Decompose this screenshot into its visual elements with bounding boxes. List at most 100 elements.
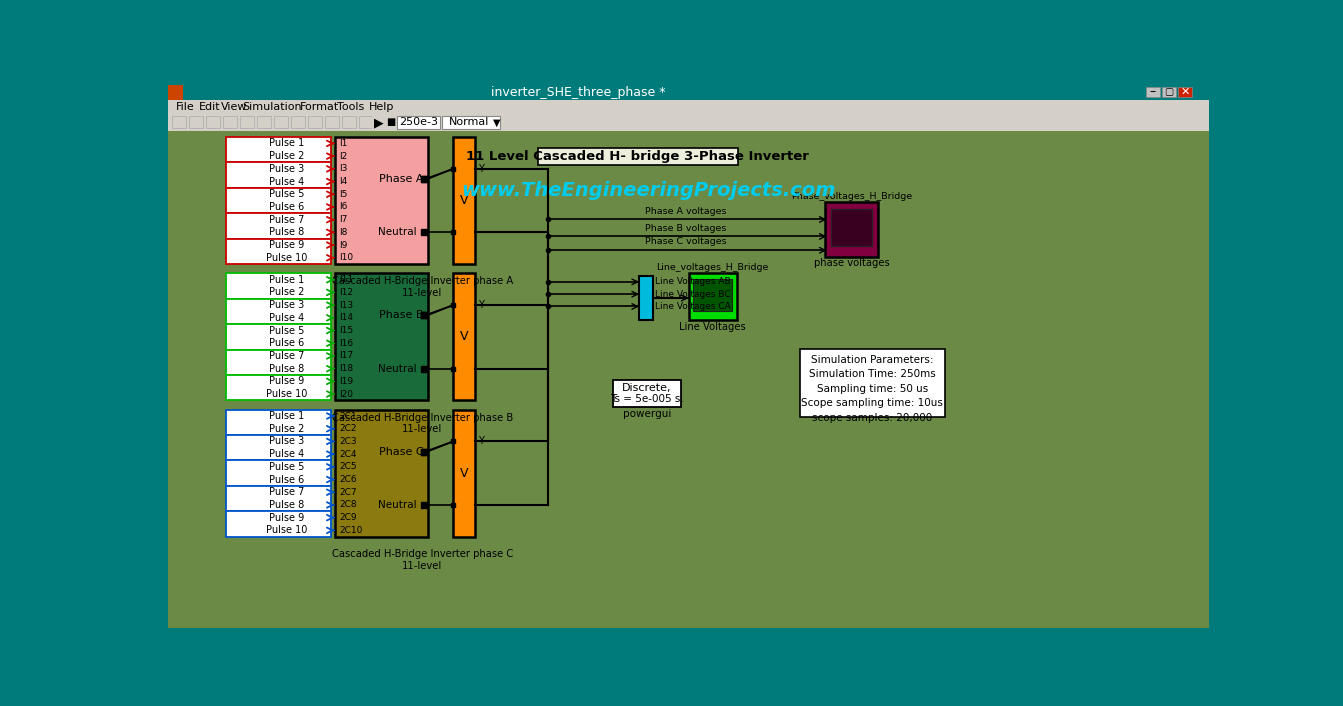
Bar — [334, 273, 427, 400]
Text: Pulse 10: Pulse 10 — [266, 525, 308, 535]
Text: Pulse 8: Pulse 8 — [269, 227, 305, 237]
Text: I8: I8 — [340, 228, 348, 237]
Bar — [168, 100, 1209, 114]
Text: I15: I15 — [340, 326, 353, 335]
Bar — [334, 137, 427, 264]
Bar — [189, 116, 203, 128]
Bar — [639, 275, 653, 321]
Text: Pulse 9: Pulse 9 — [269, 240, 305, 250]
Text: View: View — [220, 102, 247, 112]
Text: I9: I9 — [340, 241, 348, 250]
Text: Pulse 1: Pulse 1 — [269, 411, 305, 421]
Bar — [226, 486, 330, 511]
Bar — [205, 116, 220, 128]
Text: Pulse 5: Pulse 5 — [269, 189, 305, 199]
Bar — [226, 349, 330, 375]
Text: Pulse 2: Pulse 2 — [269, 151, 305, 161]
Text: Simulation: Simulation — [242, 102, 302, 112]
Text: I2: I2 — [340, 152, 348, 161]
Text: powergui: powergui — [623, 409, 672, 419]
Text: Cascaded H-Bridge Inverter phase A
11-level: Cascaded H-Bridge Inverter phase A 11-le… — [332, 277, 513, 298]
Text: I14: I14 — [340, 313, 353, 323]
Text: Pulse 10: Pulse 10 — [266, 389, 308, 399]
Text: I13: I13 — [340, 301, 353, 310]
Text: Pulse 10: Pulse 10 — [266, 253, 308, 263]
Text: ▶: ▶ — [373, 116, 384, 129]
Text: 2C1: 2C1 — [340, 412, 357, 421]
Bar — [226, 162, 330, 188]
Text: Pulse 8: Pulse 8 — [269, 500, 305, 510]
Bar — [291, 116, 305, 128]
Text: I1: I1 — [340, 139, 348, 148]
Text: Phase B: Phase B — [379, 311, 423, 321]
Text: Simulation Parameters:
Simulation Time: 250ms
Sampling time: 50 us
Scope samplin: Simulation Parameters: Simulation Time: … — [802, 355, 943, 423]
Text: I11: I11 — [340, 275, 353, 285]
Text: 11 Level Cascaded H- bridge 3-Phase Inverter: 11 Level Cascaded H- bridge 3-Phase Inve… — [466, 150, 808, 163]
Bar — [453, 273, 475, 400]
Text: 2C9: 2C9 — [340, 513, 357, 522]
Text: Phase C: Phase C — [379, 447, 424, 457]
Bar — [372, 116, 385, 129]
Bar — [308, 116, 322, 128]
Text: Neutral: Neutral — [379, 364, 418, 373]
Bar — [257, 116, 271, 128]
Text: Pulse 1: Pulse 1 — [269, 275, 305, 285]
Text: ✕: ✕ — [1180, 87, 1190, 97]
Bar — [226, 435, 330, 460]
Bar — [226, 188, 330, 213]
Bar — [226, 409, 330, 435]
Bar — [240, 116, 254, 128]
Bar — [168, 114, 1209, 131]
Text: Pulse 4: Pulse 4 — [269, 449, 305, 459]
Text: V: V — [459, 194, 469, 207]
Bar — [172, 116, 185, 128]
Text: Pulse 6: Pulse 6 — [269, 338, 305, 348]
Text: Line Voltages BC: Line Voltages BC — [655, 289, 731, 299]
Text: Pulse 3: Pulse 3 — [269, 436, 305, 446]
Bar — [799, 349, 945, 417]
Text: Y: Y — [478, 164, 483, 174]
Bar — [226, 137, 330, 162]
Text: Line Voltages: Line Voltages — [680, 321, 747, 332]
Text: I19: I19 — [340, 377, 353, 386]
Text: 250e-3: 250e-3 — [399, 117, 438, 128]
Text: 2C10: 2C10 — [340, 526, 363, 535]
Bar — [226, 213, 330, 239]
Bar — [342, 116, 356, 128]
Text: I5: I5 — [340, 190, 348, 199]
Text: V: V — [459, 467, 469, 479]
Text: Pulse 5: Pulse 5 — [269, 325, 305, 335]
Text: Phase C voltages: Phase C voltages — [645, 237, 727, 246]
Bar — [226, 299, 330, 324]
Text: Help: Help — [369, 102, 395, 112]
Text: Line Voltages CA: Line Voltages CA — [655, 302, 731, 311]
Text: Neutral: Neutral — [379, 500, 418, 510]
Bar — [1178, 87, 1193, 97]
Text: Line_voltages_H_Bridge: Line_voltages_H_Bridge — [657, 263, 770, 272]
Bar — [226, 273, 330, 299]
Text: Phase A: Phase A — [379, 174, 423, 184]
Text: Pulse 8: Pulse 8 — [269, 364, 305, 373]
Text: ■: ■ — [387, 117, 396, 128]
Bar — [825, 202, 878, 257]
Bar — [387, 116, 396, 129]
Text: Edit: Edit — [199, 102, 220, 112]
Bar — [334, 409, 427, 537]
Text: Pulse 7: Pulse 7 — [269, 351, 305, 361]
Text: Phase_voltages_H_Bridge: Phase_voltages_H_Bridge — [791, 192, 912, 201]
Text: Pulse 1: Pulse 1 — [269, 138, 305, 148]
Text: I3: I3 — [340, 164, 348, 174]
Bar — [168, 85, 1209, 100]
Bar — [689, 273, 737, 321]
Bar — [226, 239, 330, 264]
Bar — [168, 85, 184, 100]
Bar — [453, 409, 475, 537]
Text: File: File — [176, 102, 195, 112]
Text: Pulse 4: Pulse 4 — [269, 313, 305, 323]
Text: Pulse 3: Pulse 3 — [269, 164, 305, 174]
Bar — [830, 210, 873, 246]
Text: V: V — [459, 330, 469, 343]
Text: Tools: Tools — [337, 102, 364, 112]
Text: Ts = 5e-005 s.: Ts = 5e-005 s. — [610, 394, 684, 404]
Text: ▢: ▢ — [1164, 87, 1174, 97]
